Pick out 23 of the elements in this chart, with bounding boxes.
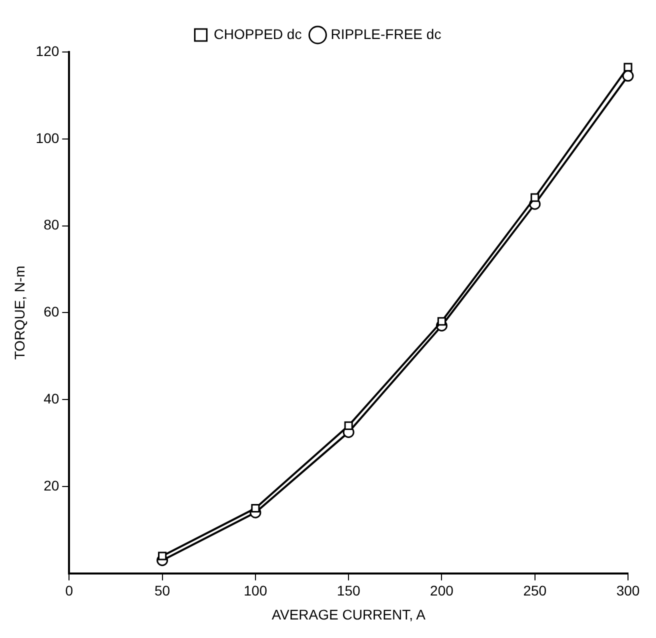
x-tick-label: 150: [336, 582, 360, 599]
y-tick-label: 40: [44, 390, 60, 406]
x-tick-label: 300: [616, 582, 640, 599]
y-axis-title: TORQUE, N-m: [11, 266, 28, 360]
x-tick-label: 50: [154, 582, 170, 599]
y-tick-label: 100: [36, 130, 60, 146]
y-tick-label: 120: [36, 42, 60, 59]
y-tick-label: 60: [44, 304, 60, 320]
y-tick-label: 80: [44, 216, 60, 233]
x-tick-label: 200: [430, 582, 454, 599]
point: [158, 552, 167, 560]
point: [251, 504, 260, 513]
legend-label: CHOPPED dc: [214, 26, 302, 42]
x-tick-label: 0: [65, 582, 74, 599]
point: [530, 193, 540, 202]
point: [437, 317, 446, 326]
legend-label: RIPPLE-FREE dc: [330, 26, 442, 42]
point: [624, 62, 632, 72]
x-tick-label: 100: [244, 582, 268, 599]
x-tick-label: 250: [523, 582, 547, 599]
x-axis-title: AVERAGE CURRENT, A: [272, 606, 426, 622]
y-tick-label: 20: [44, 477, 60, 494]
point: [344, 421, 353, 430]
